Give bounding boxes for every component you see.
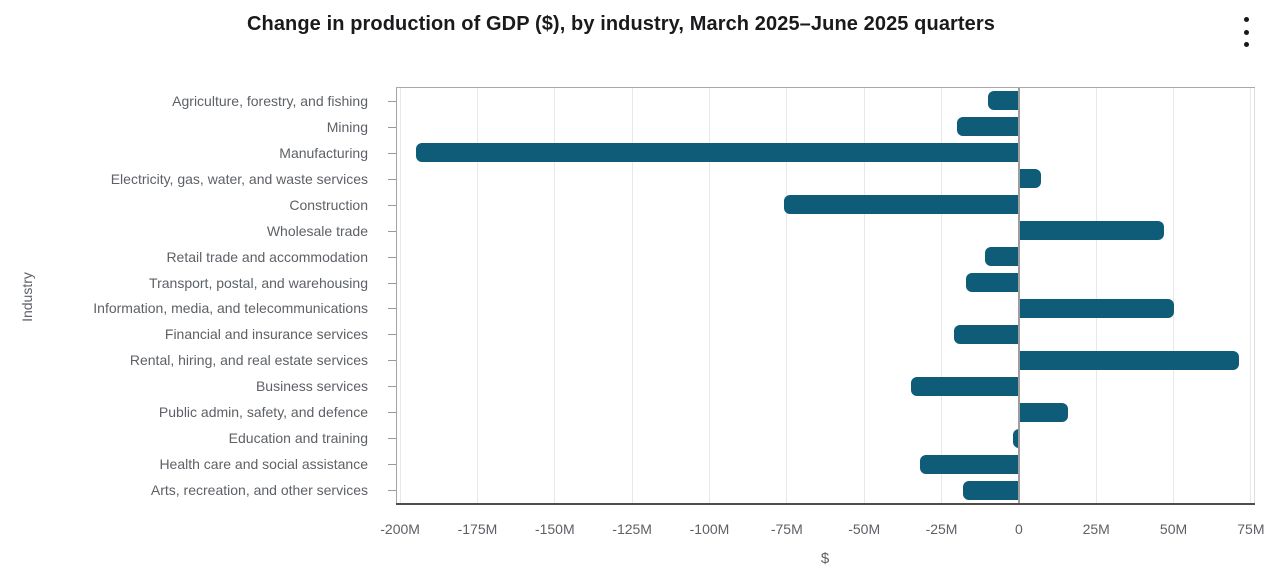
kebab-dot [1243, 29, 1249, 35]
y-axis-tick [388, 230, 396, 232]
x-axis-tick-label: -125M [612, 521, 652, 537]
y-axis-label: Transport, postal, and warehousing [149, 274, 368, 291]
y-axis-tick [388, 386, 396, 388]
y-axis-tick [388, 464, 396, 466]
plot-border-right [1254, 88, 1255, 503]
x-axis-tick-label: -75M [770, 521, 803, 537]
y-axis-label: Information, media, and telecommunicatio… [93, 300, 368, 317]
y-axis-tick [388, 334, 396, 336]
bar[interactable] [1018, 298, 1174, 318]
y-axis-tick [388, 256, 396, 258]
plot-area [396, 87, 1255, 505]
y-axis-label: Public admin, safety, and defence [158, 404, 368, 421]
y-axis-tick [388, 308, 396, 310]
x-axis-tick-label: -25M [925, 521, 958, 537]
bar[interactable] [966, 273, 1019, 293]
bar[interactable] [1018, 221, 1165, 241]
y-axis-tick [388, 282, 396, 284]
gridline [786, 88, 788, 503]
x-axis-tick-labels: -200M -175M -150M -125M -100M -75M -50M -25M 0 25… [0, 521, 1282, 541]
y-axis-label: Arts, recreation, and other services [150, 482, 368, 499]
y-axis-label: Financial and insurance services [164, 326, 368, 343]
kebab-dot [1243, 17, 1249, 22]
bar[interactable] [783, 195, 1019, 215]
x-axis-tick-label: -100M [689, 521, 730, 537]
y-axis-tick [388, 204, 396, 206]
y-axis-tick [388, 126, 396, 128]
bar[interactable] [987, 91, 1019, 111]
x-axis-tick-label: -50M [848, 521, 881, 537]
y-axis-label: Electricity, gas, water, and waste servi… [110, 170, 368, 187]
bar[interactable] [1012, 428, 1019, 448]
y-axis-label: Manufacturing [279, 144, 368, 161]
x-axis-tick-label: 75M [1237, 521, 1265, 537]
y-axis-label: Wholesale trade [266, 222, 368, 239]
zero-line [1017, 88, 1020, 503]
gridline [708, 88, 710, 503]
gridline [1173, 88, 1175, 503]
x-axis-tick-label: -200M [380, 521, 420, 537]
y-axis-tick [388, 178, 396, 180]
kebab-menu-icon[interactable] [1239, 17, 1253, 47]
bar[interactable] [984, 247, 1019, 267]
gridline [941, 88, 943, 503]
bar[interactable] [953, 324, 1019, 344]
y-axis-label: Health care and social assistance [159, 456, 368, 473]
plot-border-top [396, 87, 1255, 88]
bar[interactable] [910, 376, 1019, 396]
y-axis-tick [388, 152, 396, 154]
gridline [1095, 88, 1097, 503]
kebab-dot [1243, 42, 1249, 47]
y-axis-label: Rental, hiring, and real estate services [129, 352, 368, 369]
gridline [863, 88, 865, 503]
bar[interactable] [1018, 350, 1239, 370]
y-axis-label: Mining [326, 118, 368, 135]
x-axis-tick-label: -175M [457, 521, 498, 537]
bar[interactable] [956, 117, 1019, 137]
y-axis-tick [388, 100, 396, 102]
y-axis-line [396, 88, 397, 503]
y-axis-labels: Agriculture, forestry, and fishing Mining… [0, 88, 368, 503]
x-axis-tick-label: 0 [1014, 521, 1023, 537]
bar[interactable] [415, 143, 1019, 163]
y-axis-label: Agriculture, forestry, and fishing [172, 92, 368, 109]
x-axis-tick-label: -150M [534, 521, 575, 537]
gridline [554, 88, 556, 503]
gridline [631, 88, 633, 503]
gridline [1250, 88, 1252, 503]
bar[interactable] [1018, 402, 1069, 422]
y-axis-label: Business services [255, 378, 368, 395]
x-axis-line [396, 503, 1255, 505]
y-axis-label: Retail trade and accommodation [166, 248, 368, 265]
y-axis-tick [388, 412, 396, 414]
y-axis-label: Construction [289, 196, 368, 213]
chart-title: Change in production of GDP ($), by indu… [246, 13, 996, 35]
y-axis-tick [388, 490, 396, 492]
gridline [399, 88, 401, 503]
y-axis-tick [388, 360, 396, 362]
y-axis-label: Education and training [228, 430, 368, 447]
x-axis-tick-label: 50M [1159, 521, 1188, 537]
x-axis-tick-label: 25M [1082, 521, 1110, 537]
y-axis-tick [388, 438, 396, 440]
bar[interactable] [963, 480, 1019, 500]
gridline [476, 88, 478, 503]
bar[interactable] [919, 454, 1019, 474]
bar[interactable] [1018, 169, 1041, 189]
x-axis-title: $ [820, 550, 830, 567]
